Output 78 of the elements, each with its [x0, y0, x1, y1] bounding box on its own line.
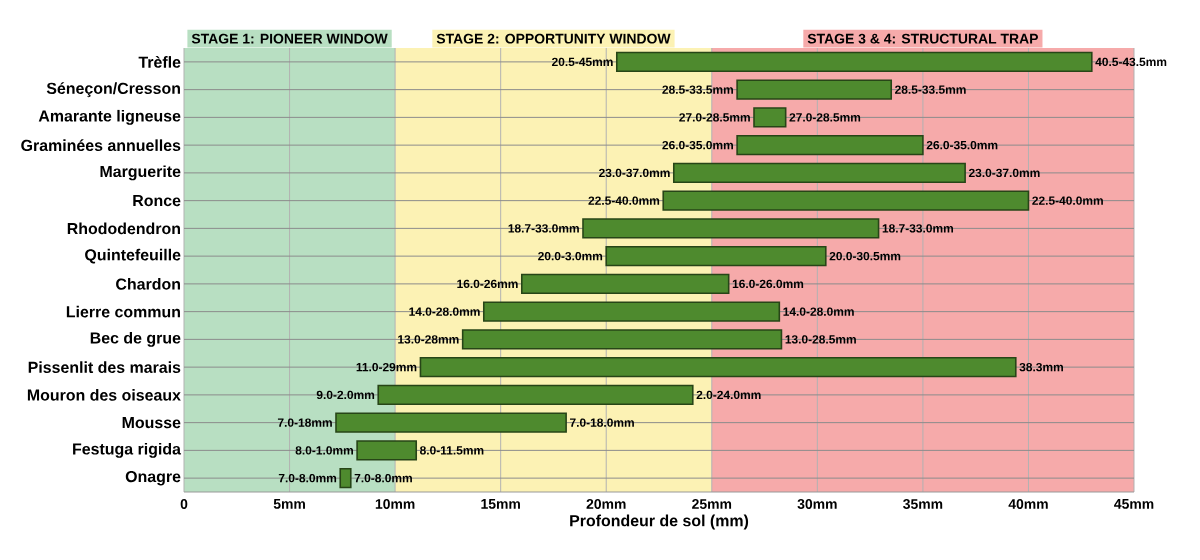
annotation: 40.5-43.5mm [1095, 57, 1167, 67]
annotation: 28.5-33.5mm [662, 85, 733, 94]
bar [377, 384, 694, 406]
y-tick-label: Lierre commun [66, 305, 180, 318]
y-tick-label: Festuga rigida [73, 442, 182, 458]
x-tick-label: 5mm [273, 499, 305, 509]
bar [605, 245, 827, 267]
y-tick-label: Ronce [133, 195, 181, 207]
annotation: 13.0-28.5mm [785, 335, 856, 344]
x-tick-label: 10mm [375, 499, 415, 509]
x-tick-label: 35mm [903, 499, 943, 509]
annotation: 26.0-35.0mm [926, 140, 998, 150]
band-label: STAGE 2: OPPORTUNITY WINDOW [436, 33, 671, 44]
y-tick-label: Quintefeuille [85, 248, 181, 264]
annotation: 13.0-28mm [398, 335, 459, 344]
bar [419, 356, 1017, 378]
annotation: 28.5-33.5mm [895, 85, 966, 94]
x-tick-label: 0 [180, 499, 188, 509]
annotation: 38.3mm [1019, 362, 1063, 372]
annotation: 20.0-3.0mm [538, 251, 603, 261]
bar [335, 412, 567, 433]
x-tick-label: 25mm [692, 499, 732, 509]
annotation: 7.0-8.0mm [354, 473, 412, 483]
annotation: 9.0-2.0mm [316, 390, 375, 400]
annotation: 22.5-40.0mm [1032, 196, 1103, 205]
annotation: 20.0-30.5mm [829, 251, 901, 261]
y-tick-label: Séneçon/Cresson [46, 82, 180, 98]
x-tick-label: 15mm [481, 499, 520, 509]
x-tick-label: 45mm [1114, 499, 1154, 509]
y-tick-label: Rhododendron [67, 222, 180, 235]
annotation: 2.0-24.0mm [696, 390, 761, 400]
y-tick-label: Mouron des oiseaux [27, 389, 181, 401]
bar [736, 134, 924, 156]
bar [662, 190, 1030, 211]
annotation: 26.0-35.0mm [662, 140, 733, 150]
annotation: 27.0-28.5mm [679, 113, 750, 122]
annotation: 11.0-29mm [356, 362, 417, 372]
bar [753, 107, 787, 128]
x-tick-label: 30mm [797, 499, 837, 509]
annotation: 22.5-40.0mm [588, 196, 660, 205]
x-axis-title: Profondeur de sol (mm) [570, 514, 749, 530]
annotation: 8.0-1.0mm [295, 446, 353, 455]
annotation: 8.0-11.5mm [420, 446, 484, 455]
annotation: 14.0-28.0mm [783, 307, 854, 316]
bar [461, 329, 783, 350]
bar [615, 51, 1093, 73]
band-label: STAGE 3 & 4: STRUCTURAL TRAP [807, 33, 1038, 44]
annotation: 14.0-28.0mm [409, 307, 480, 316]
bar [736, 79, 893, 100]
bar [482, 301, 781, 322]
y-tick-label: Pissenlit des marais [28, 361, 181, 373]
annotation: 20.5-45mm [551, 57, 613, 67]
bar [339, 467, 352, 489]
y-tick-label: Trèfle [138, 55, 181, 68]
bar [672, 162, 966, 184]
y-tick-label: Onagre [125, 470, 181, 486]
annotation: 7.0-18mm [277, 418, 332, 427]
bar [582, 218, 880, 239]
y-tick-label: Mousse [122, 417, 181, 429]
y-tick-label: Marguerite [100, 165, 181, 181]
annotation: 27.0-28.5mm [789, 113, 861, 122]
x-tick-label: 20mm [586, 499, 626, 509]
y-tick-label: Graminées annuelles [21, 139, 181, 152]
y-tick-label: Bec de grue [90, 331, 181, 347]
annotation: 18.7-33.0mm [882, 224, 954, 233]
annotation: 16.0-26.0mm [732, 279, 804, 289]
y-tick-label: Chardon [116, 278, 180, 290]
bar [356, 440, 418, 461]
annotation: 18.7-33.0mm [508, 224, 579, 233]
annotation: 7.0-8.0mm [278, 473, 337, 483]
annotation: 23.0-37.0mm [968, 168, 1040, 178]
band-label: STAGE 1: PIONEER WINDOW [191, 33, 388, 44]
annotation: 16.0-26mm [457, 279, 518, 289]
annotation: 7.0-18.0mm [570, 418, 634, 427]
annotation: 23.0-37.0mm [599, 168, 670, 178]
y-tick-label: Amarante ligneuse [38, 109, 181, 125]
bar [520, 273, 730, 295]
x-tick-label: 40mm [1008, 499, 1048, 509]
